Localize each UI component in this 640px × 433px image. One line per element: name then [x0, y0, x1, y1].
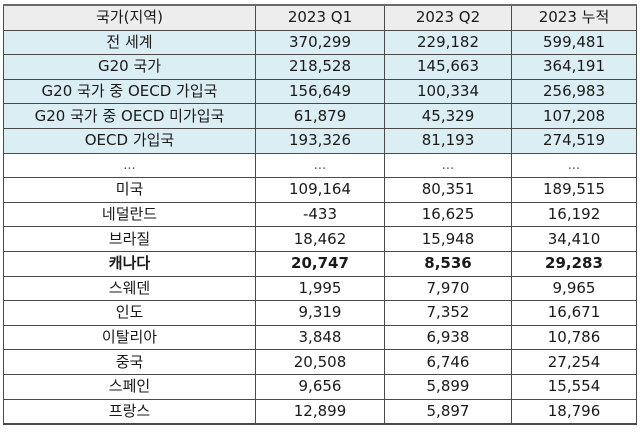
- q2-cell: 6,746: [384, 349, 512, 375]
- header-2023-q1: 2023 Q1: [255, 3, 385, 31]
- cumulative-cell: 599,481: [511, 29, 637, 56]
- country-cell: OECD 가입국: [3, 127, 256, 154]
- q2-cell: 7,352: [384, 300, 512, 326]
- cumulative-cell: ...: [511, 152, 637, 179]
- header-country: 국가(지역): [3, 3, 256, 31]
- q1-cell: 12,899: [255, 398, 385, 426]
- q1-cell: 20,508: [255, 349, 385, 375]
- country-cell: 스웨덴: [3, 275, 256, 302]
- q1-cell: 3,848: [255, 324, 385, 351]
- q2-cell: 15,948: [384, 226, 512, 252]
- country-cell: 중국: [3, 349, 256, 375]
- q1-cell: 18,462: [255, 226, 385, 252]
- q2-cell: 100,334: [384, 78, 512, 105]
- cumulative-cell: 18,796: [511, 398, 637, 426]
- header-row: 국가(지역) 2023 Q1 2023 Q2 2023 누적: [3, 3, 637, 31]
- table-row: G20 국가 중 OECD 가입국 156,649 100,334 256,983: [3, 78, 637, 105]
- table-row: 스페인 9,656 5,899 15,554: [3, 373, 637, 400]
- table-body: 전 세계 370,299 229,182 599,481 G20 국가 218,528 14…: [3, 29, 637, 426]
- cumulative-cell: 10,786: [511, 324, 637, 351]
- header-2023-q2: 2023 Q2: [384, 3, 512, 31]
- fdi-table: 국가(지역) 2023 Q1 2023 Q2 2023 누적 전 세계 370,2…: [3, 3, 637, 426]
- country-cell: 브라질: [3, 226, 256, 252]
- table-row: 중국 20,508 6,746 27,254: [3, 349, 637, 375]
- country-cell: ...: [3, 152, 256, 179]
- table-row: 브라질 18,462 15,948 34,410: [3, 226, 637, 252]
- q1-cell: 1,995: [255, 275, 385, 302]
- table-row: 이탈리아 3,848 6,938 10,786: [3, 324, 637, 351]
- q1-cell: 9,319: [255, 300, 385, 326]
- q1-cell: 193,326: [255, 127, 385, 154]
- q1-cell: -433: [255, 201, 385, 228]
- country-cell: 이탈리아: [3, 324, 256, 351]
- country-cell: G20 국가: [3, 54, 256, 80]
- country-cell: 네덜란드: [3, 201, 256, 228]
- country-cell: 프랑스: [3, 398, 256, 426]
- cumulative-cell: 274,519: [511, 127, 637, 154]
- q1-cell: ...: [255, 152, 385, 179]
- q2-cell: 229,182: [384, 29, 512, 56]
- table-row: 네덜란드 -433 16,625 16,192: [3, 201, 637, 228]
- table-row: OECD 가입국 193,326 81,193 274,519: [3, 127, 637, 154]
- q1-cell: 61,879: [255, 103, 385, 129]
- table-row: 스웨덴 1,995 7,970 9,965: [3, 275, 637, 302]
- q2-cell: 80,351: [384, 177, 512, 203]
- q2-cell: ...: [384, 152, 512, 179]
- q2-cell: 16,625: [384, 201, 512, 228]
- q1-cell: 9,656: [255, 373, 385, 400]
- q1-cell: 218,528: [255, 54, 385, 80]
- q2-cell: 145,663: [384, 54, 512, 80]
- cumulative-cell: 34,410: [511, 226, 637, 252]
- q2-cell: 7,970: [384, 275, 512, 302]
- cumulative-cell: 9,965: [511, 275, 637, 302]
- q2-cell: 45,329: [384, 103, 512, 129]
- q1-cell: 156,649: [255, 78, 385, 105]
- country-cell: G20 국가 중 OECD 미가입국: [3, 103, 256, 129]
- q2-cell: 8,536: [384, 250, 512, 277]
- q2-cell: 81,193: [384, 127, 512, 154]
- q1-cell: 370,299: [255, 29, 385, 56]
- country-cell: 스페인: [3, 373, 256, 400]
- cumulative-cell: 189,515: [511, 177, 637, 203]
- country-cell: 전 세계: [3, 29, 256, 56]
- country-cell: G20 국가 중 OECD 가입국: [3, 78, 256, 105]
- table-row: 캐나다 20,747 8,536 29,283: [3, 250, 637, 277]
- q1-cell: 109,164: [255, 177, 385, 203]
- country-cell: 미국: [3, 177, 256, 203]
- table-row: 전 세계 370,299 229,182 599,481: [3, 29, 637, 56]
- table-row: 미국 109,164 80,351 189,515: [3, 177, 637, 203]
- cumulative-cell: 16,192: [511, 201, 637, 228]
- q2-cell: 5,899: [384, 373, 512, 400]
- cumulative-cell: 256,983: [511, 78, 637, 105]
- cumulative-cell: 16,671: [511, 300, 637, 326]
- ellipsis-row: ............: [3, 152, 637, 179]
- q1-cell: 20,747: [255, 250, 385, 277]
- country-cell: 캐나다: [3, 250, 256, 277]
- cumulative-cell: 27,254: [511, 349, 637, 375]
- table-row: G20 국가 중 OECD 미가입국 61,879 45,329 107,208: [3, 103, 637, 129]
- cumulative-cell: 15,554: [511, 373, 637, 400]
- table-row: G20 국가 218,528 145,663 364,191: [3, 54, 637, 80]
- cumulative-cell: 364,191: [511, 54, 637, 80]
- q2-cell: 6,938: [384, 324, 512, 351]
- cumulative-cell: 29,283: [511, 250, 637, 277]
- q2-cell: 5,897: [384, 398, 512, 426]
- country-cell: 인도: [3, 300, 256, 326]
- cumulative-cell: 107,208: [511, 103, 637, 129]
- table-row: 프랑스 12,899 5,897 18,796: [3, 398, 637, 426]
- header-2023-cumulative: 2023 누적: [511, 3, 637, 31]
- table-row: 인도 9,319 7,352 16,671: [3, 300, 637, 326]
